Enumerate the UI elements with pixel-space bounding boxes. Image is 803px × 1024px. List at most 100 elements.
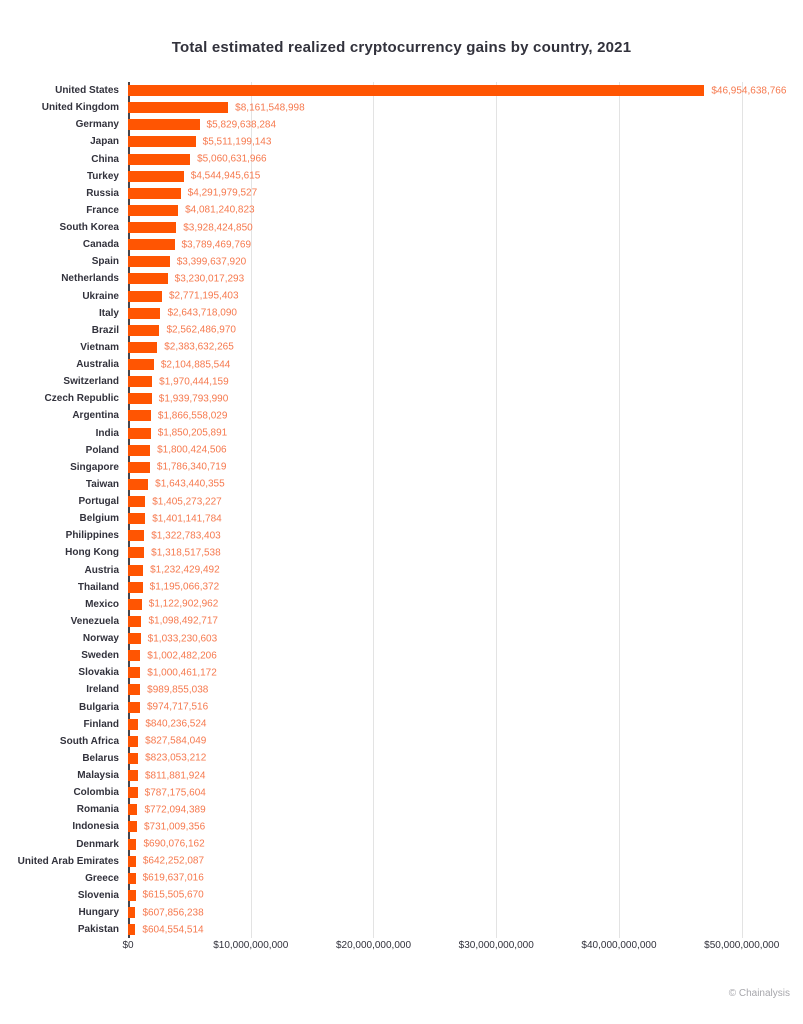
- bar-row: Colombia $787,175,604: [0, 784, 803, 801]
- value-label: $619,637,016: [142, 872, 204, 884]
- category-label: Indonesia: [72, 821, 119, 833]
- bar-track: $604,554,514: [128, 924, 781, 936]
- category-label: Venezuela: [70, 615, 119, 627]
- value-label: $772,094,389: [144, 804, 206, 816]
- value-label: $1,401,141,784: [152, 513, 222, 525]
- bar-row: Taiwan $1,643,440,355: [0, 476, 803, 493]
- bar-track: $3,399,637,920: [128, 256, 781, 268]
- bar-track: $615,505,670: [128, 889, 781, 901]
- gridline: [741, 82, 743, 938]
- bar: [128, 804, 138, 816]
- bar-row: Spain $3,399,637,920: [0, 253, 803, 270]
- bar: [128, 924, 136, 936]
- bar: [128, 170, 184, 182]
- bar-track: $1,000,461,172: [128, 667, 781, 679]
- bar-track: $2,383,632,265: [128, 341, 781, 353]
- attribution: © Chainalysis: [728, 988, 790, 999]
- bar-track: $3,789,469,769: [128, 239, 781, 251]
- grid-layer: [128, 82, 781, 938]
- bar: [128, 119, 200, 131]
- value-label: $1,232,429,492: [150, 564, 220, 576]
- bar: [128, 427, 151, 439]
- bar-row: Finland $840,236,524: [0, 716, 803, 733]
- category-label: Turkey: [86, 170, 119, 182]
- bar-row: Hong Kong $1,318,517,538: [0, 544, 803, 561]
- x-axis-tick-label: $0: [122, 940, 134, 951]
- value-label: $615,505,670: [142, 889, 204, 901]
- bar-row: Venezuela $1,098,492,717: [0, 613, 803, 630]
- bar-row: Mexico $1,122,902,962: [0, 596, 803, 613]
- bar-row: Turkey $4,544,945,615: [0, 168, 803, 185]
- bar: [128, 855, 136, 867]
- bar-row: Sweden $1,002,482,206: [0, 647, 803, 664]
- bar-track: $5,829,638,284: [128, 119, 781, 131]
- x-axis-tick-label: $20,000,000,000: [335, 940, 412, 951]
- gridline: [618, 82, 620, 938]
- value-label: $827,584,049: [145, 735, 207, 747]
- bar-chart: United States $46,954,638,766 United Kingd…: [0, 82, 803, 938]
- bar-track: $3,230,017,293: [128, 273, 781, 285]
- value-label: $46,954,638,766: [711, 85, 787, 97]
- value-label: $2,771,195,403: [169, 290, 239, 302]
- value-label: $1,098,492,717: [148, 615, 218, 627]
- value-label: $5,511,199,143: [202, 136, 272, 148]
- bar: [128, 478, 149, 490]
- bar: [128, 256, 170, 268]
- bar-row: Philippines $1,322,783,403: [0, 527, 803, 544]
- bar-track: $2,771,195,403: [128, 290, 781, 302]
- y-axis-line: [128, 82, 130, 938]
- value-label: $840,236,524: [145, 718, 207, 730]
- value-label: $3,928,424,850: [183, 222, 253, 234]
- category-label: South Korea: [59, 222, 119, 234]
- bar-track: $827,584,049: [128, 735, 781, 747]
- category-label: India: [95, 427, 119, 439]
- category-label: Philippines: [65, 530, 119, 542]
- value-label: $607,856,238: [142, 907, 204, 919]
- bar: [128, 650, 141, 662]
- bar-track: $1,939,793,990: [128, 393, 781, 405]
- bar: [128, 547, 145, 559]
- value-label: $823,053,212: [145, 752, 207, 764]
- bar-row: Brazil $2,562,486,970: [0, 322, 803, 339]
- bar-row: Russia $4,291,979,527: [0, 185, 803, 202]
- bar-row: Portugal $1,405,273,227: [0, 493, 803, 510]
- bar-row: Bulgaria $974,717,516: [0, 699, 803, 716]
- bar-track: $811,881,924: [128, 770, 781, 782]
- category-label: United States: [55, 85, 119, 97]
- gridline: [496, 82, 498, 938]
- bar-track: $1,195,066,372: [128, 581, 781, 593]
- bar-row: Indonesia $731,009,356: [0, 818, 803, 835]
- bar: [128, 821, 137, 833]
- category-label: Greece: [85, 872, 119, 884]
- value-label: $4,544,945,615: [190, 170, 261, 182]
- category-label: Pakistan: [77, 924, 119, 936]
- bar: [128, 787, 138, 799]
- bar: [128, 889, 136, 901]
- bar-track: $5,511,199,143: [128, 136, 781, 148]
- value-label: $1,800,424,506: [157, 444, 227, 456]
- value-label: $642,252,087: [142, 855, 205, 867]
- category-label: Japan: [90, 136, 119, 148]
- value-label: $1,195,066,372: [149, 581, 220, 593]
- bar-row: Argentina $1,866,558,029: [0, 407, 803, 424]
- category-label: Vietnam: [80, 341, 119, 353]
- bar-track: $619,637,016: [128, 872, 781, 884]
- value-label: $1,122,902,962: [148, 598, 219, 610]
- category-label: Slovenia: [77, 889, 119, 901]
- bar-row: India $1,850,205,891: [0, 425, 803, 442]
- bar: [128, 701, 140, 713]
- bar: [128, 324, 160, 336]
- category-label: Poland: [85, 444, 119, 456]
- bar-track: $1,970,444,159: [128, 376, 781, 388]
- x-axis-tick-label: $30,000,000,000: [458, 940, 534, 951]
- bar-track: $787,175,604: [128, 787, 781, 799]
- bar-row: United Arab Emirates $642,252,087: [0, 853, 803, 870]
- bar-track: $4,544,945,615: [128, 170, 781, 182]
- bar-track: $1,800,424,506: [128, 444, 781, 456]
- bar: [128, 684, 141, 696]
- category-label: Ireland: [86, 684, 119, 696]
- bar-row: Czech Republic $1,939,793,990: [0, 390, 803, 407]
- x-axis: $0 $10,000,000,000 $20,000,000,000 $30,000,…: [0, 940, 803, 954]
- x-axis-tick-label: $10,000,000,000: [213, 940, 289, 951]
- value-label: $4,081,240,823: [185, 204, 255, 216]
